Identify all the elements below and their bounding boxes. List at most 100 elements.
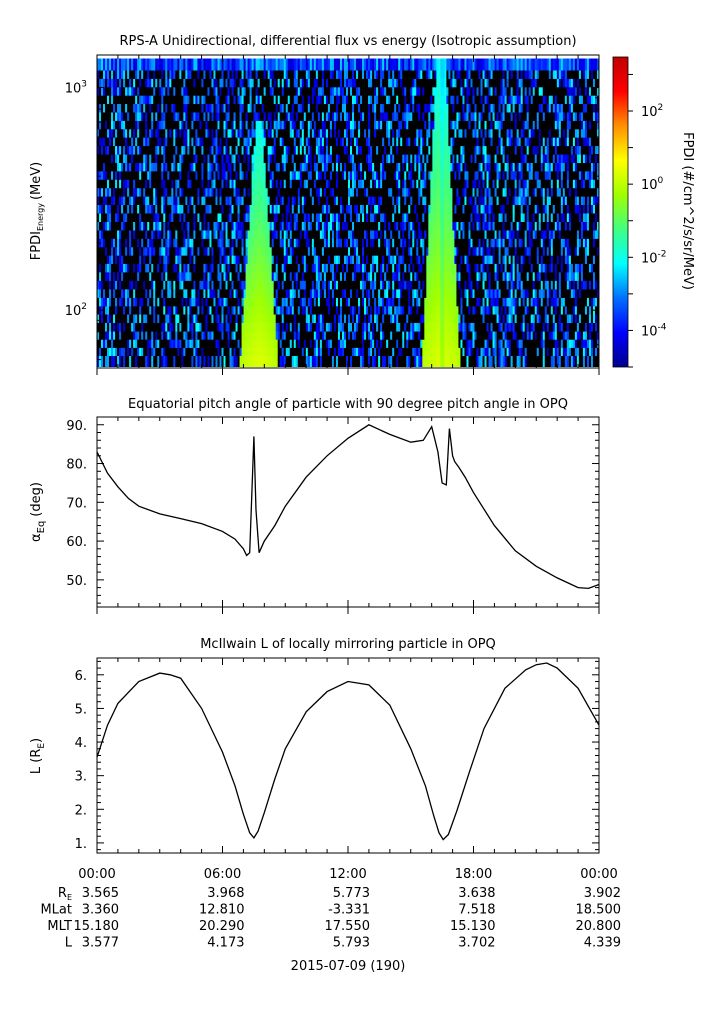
spectrogram-cell	[179, 347, 182, 357]
spectrogram-cell	[420, 221, 423, 231]
spectrogram-cell	[339, 355, 343, 369]
spectrogram-cell	[404, 204, 407, 214]
spectrogram-cell	[191, 221, 194, 231]
spectrogram-cell	[584, 213, 588, 222]
spectrogram-cell	[488, 230, 491, 239]
spectrogram-cell	[476, 221, 479, 231]
spectrogram-cell	[474, 339, 477, 348]
spectrogram-cell	[534, 289, 538, 298]
spectrogram-cell	[119, 355, 122, 369]
spectrogram-cell	[362, 322, 365, 332]
spectrogram-cell	[291, 230, 295, 239]
spectrogram-cell	[428, 347, 431, 357]
spectrogram-cell	[588, 347, 592, 357]
spectrogram-cell	[263, 263, 266, 273]
spectrogram-cell	[193, 280, 196, 290]
spectrogram-cell	[187, 196, 190, 205]
spectrogram-cell	[277, 347, 281, 357]
spectrogram-cell	[327, 196, 331, 205]
spectrogram-cell	[231, 347, 234, 357]
spectrogram-cell	[259, 230, 262, 239]
spectrogram-cell	[279, 347, 283, 357]
spectrogram-cell	[564, 280, 568, 290]
spectrogram-cell	[590, 339, 594, 348]
spectrogram-cell	[472, 221, 475, 231]
spectrogram-cell	[372, 238, 375, 248]
spectrogram-cell	[366, 263, 369, 273]
spectrogram-cell	[498, 238, 501, 248]
spectrogram-cell	[163, 196, 166, 205]
spectrogram-cell	[115, 306, 118, 315]
spectrogram-cell	[430, 255, 433, 264]
spectrogram-cell	[474, 238, 477, 248]
spectrogram-cell	[187, 331, 190, 340]
spectrogram-cell	[348, 263, 351, 273]
spectrogram-cell	[390, 355, 393, 369]
spectrogram-cell	[532, 221, 536, 231]
spectrogram-cell	[245, 196, 248, 205]
spectrogram-cell	[305, 238, 309, 248]
spectrogram-cell	[317, 221, 321, 231]
spectrogram-cell	[456, 196, 459, 205]
spectrogram-cell	[149, 246, 152, 256]
spectrogram-cell	[307, 347, 311, 357]
spectrogram-cell	[205, 331, 208, 340]
spectrogram-cell	[253, 238, 256, 248]
spectrogram-cell	[345, 204, 349, 214]
spectrogram-cell	[438, 289, 441, 298]
spectrogram-cell	[163, 339, 166, 348]
spectrogram-cell	[430, 297, 433, 307]
spectrogram-cell	[223, 204, 226, 214]
spectrogram-cell	[155, 238, 158, 248]
spectrogram-cell	[478, 331, 481, 340]
spectrogram-cell	[123, 221, 126, 231]
spectrogram-cell	[183, 280, 186, 290]
spectrogram-cell	[157, 230, 160, 239]
spectrogram-cell	[398, 204, 401, 214]
spectrogram-cell	[253, 280, 256, 290]
spectrogram-cell	[341, 238, 345, 248]
spectrogram-cell	[566, 306, 570, 315]
spectrogram-cell	[121, 347, 124, 357]
spectrogram-cell	[139, 272, 142, 281]
spectrogram-cell	[486, 322, 489, 332]
spectrogram-cell	[434, 331, 437, 340]
spectrogram-cell	[370, 331, 373, 340]
spectrogram-cell	[448, 246, 451, 256]
spectrogram-cell	[584, 306, 588, 315]
spectrogram-cell	[131, 297, 134, 307]
spectrogram-cell	[163, 289, 166, 298]
spectrogram-cell	[293, 339, 297, 348]
spectrogram-cell	[460, 289, 463, 298]
spectrogram-cell	[117, 331, 120, 340]
spectrogram-cell	[462, 204, 465, 214]
spectrogram-cell	[496, 306, 499, 315]
spectrogram-cell	[105, 196, 108, 205]
spectrogram-cell	[516, 331, 519, 340]
spectrogram-cell	[171, 230, 174, 239]
spectrogram-cell	[568, 297, 572, 307]
spectrogram-cell	[570, 297, 574, 307]
spectrogram-cell	[239, 255, 242, 264]
spectrogram-cell	[133, 331, 136, 340]
spectrogram-cell	[237, 322, 240, 332]
spectrogram-cell	[157, 347, 160, 357]
spectrogram-cell	[368, 238, 371, 248]
spectrogram-cell	[566, 272, 570, 281]
spectrogram-cell	[488, 289, 491, 298]
spectrogram-cell	[482, 297, 485, 307]
spectrogram-cell	[119, 289, 122, 298]
spectrogram-cell	[386, 238, 389, 248]
spectrogram-cell	[434, 297, 437, 307]
spectrogram-cell	[470, 246, 473, 256]
spectrogram-cell	[293, 213, 297, 222]
spectrogram-cell	[255, 213, 258, 222]
spectrogram-cell	[368, 280, 371, 290]
spectrogram-cell	[263, 204, 266, 214]
spectrogram-cell	[544, 331, 548, 340]
spectrogram-cell	[580, 331, 584, 340]
spectrogram-cell	[267, 355, 270, 369]
spectrogram-cell	[548, 331, 552, 340]
spectrogram-cell	[251, 289, 254, 298]
spectrogram-cell	[446, 280, 449, 290]
